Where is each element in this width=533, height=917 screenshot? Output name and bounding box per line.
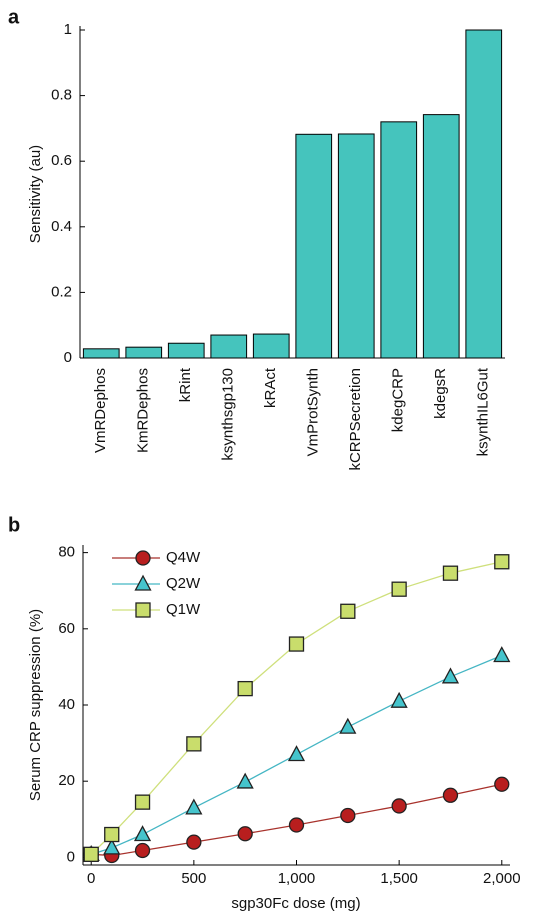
data-point [237,680,253,697]
series-line [91,783,502,857]
data-point [442,787,459,803]
data-point [339,717,357,734]
x-tick-label: ksynthsgp130 [220,368,237,461]
data-point [134,794,151,810]
bar [82,348,120,359]
data-point [237,826,253,842]
bar [125,346,163,359]
data-point [391,581,407,597]
y-tick-label: 80 [58,544,75,561]
data-point [340,807,356,824]
data-point [287,745,306,762]
x-tick-label: VmRDephos [92,368,109,453]
bar [465,29,503,359]
bar [380,121,418,359]
data-point [134,842,151,859]
bar [210,334,248,359]
x-tick-label: KmRDephos [135,368,152,453]
y-tick-label: 1 [64,21,72,38]
x-tick-label: VmProtSynth [305,368,322,456]
x-tick-label: kdegsR [432,368,449,419]
legend-marker [135,550,151,566]
data-point [186,834,202,850]
x-tick-label: kCRPSecretion [347,368,364,471]
data-point [103,838,121,855]
x-tick-label: 500 [181,870,206,887]
data-point [236,772,254,789]
x-tick-label: kRAct [262,367,279,408]
data-point [104,826,120,843]
data-point [442,565,459,581]
bar [295,133,333,359]
x-tick-label: 2,000 [483,870,521,887]
panel-label: a [8,6,20,28]
y-tick-label: 0.2 [51,283,72,300]
x-tick-label: kRint [177,367,194,402]
legend-marker [134,574,152,591]
y-axis-label: Serum CRP suppression (%) [27,609,44,801]
y-tick-label: 20 [58,772,75,789]
x-tick-label: ksynthIL6Gut [475,367,492,456]
data-point [288,636,305,652]
data-point [391,798,407,814]
data-point [340,603,356,619]
bar [252,333,290,359]
y-tick-label: 40 [58,696,75,713]
data-point [83,846,99,862]
legend-marker [135,602,151,618]
data-point [494,776,510,792]
legend-label: Q2W [166,575,201,592]
bar [422,114,460,359]
bar [337,133,375,359]
y-tick-label: 0.6 [51,152,72,169]
panel-label: b [8,514,20,536]
y-axis-label: Sensitivity (au) [27,145,44,243]
data-point [494,554,510,570]
data-point [390,691,408,708]
data-point [288,817,305,833]
legend-label: Q4W [166,549,201,566]
x-tick-label: 1,500 [380,870,418,887]
y-tick-label: 0.4 [51,218,72,235]
x-tick-label: 0 [87,870,95,887]
x-axis-label: sgp30Fc dose (mg) [231,895,360,912]
data-point [133,825,152,842]
y-tick-label: 0 [67,848,75,865]
data-point [493,646,511,663]
data-point [185,798,203,815]
x-tick-label: kdegCRP [390,368,407,432]
y-tick-label: 0 [64,349,72,366]
y-tick-label: 0.8 [51,87,72,104]
legend-label: Q1W [166,601,201,618]
data-point [186,736,202,752]
x-tick-label: 1,000 [278,870,316,887]
data-point [441,667,460,684]
series-line [91,654,503,855]
y-tick-label: 60 [58,620,75,637]
series-line [90,561,502,855]
bar [167,342,205,359]
